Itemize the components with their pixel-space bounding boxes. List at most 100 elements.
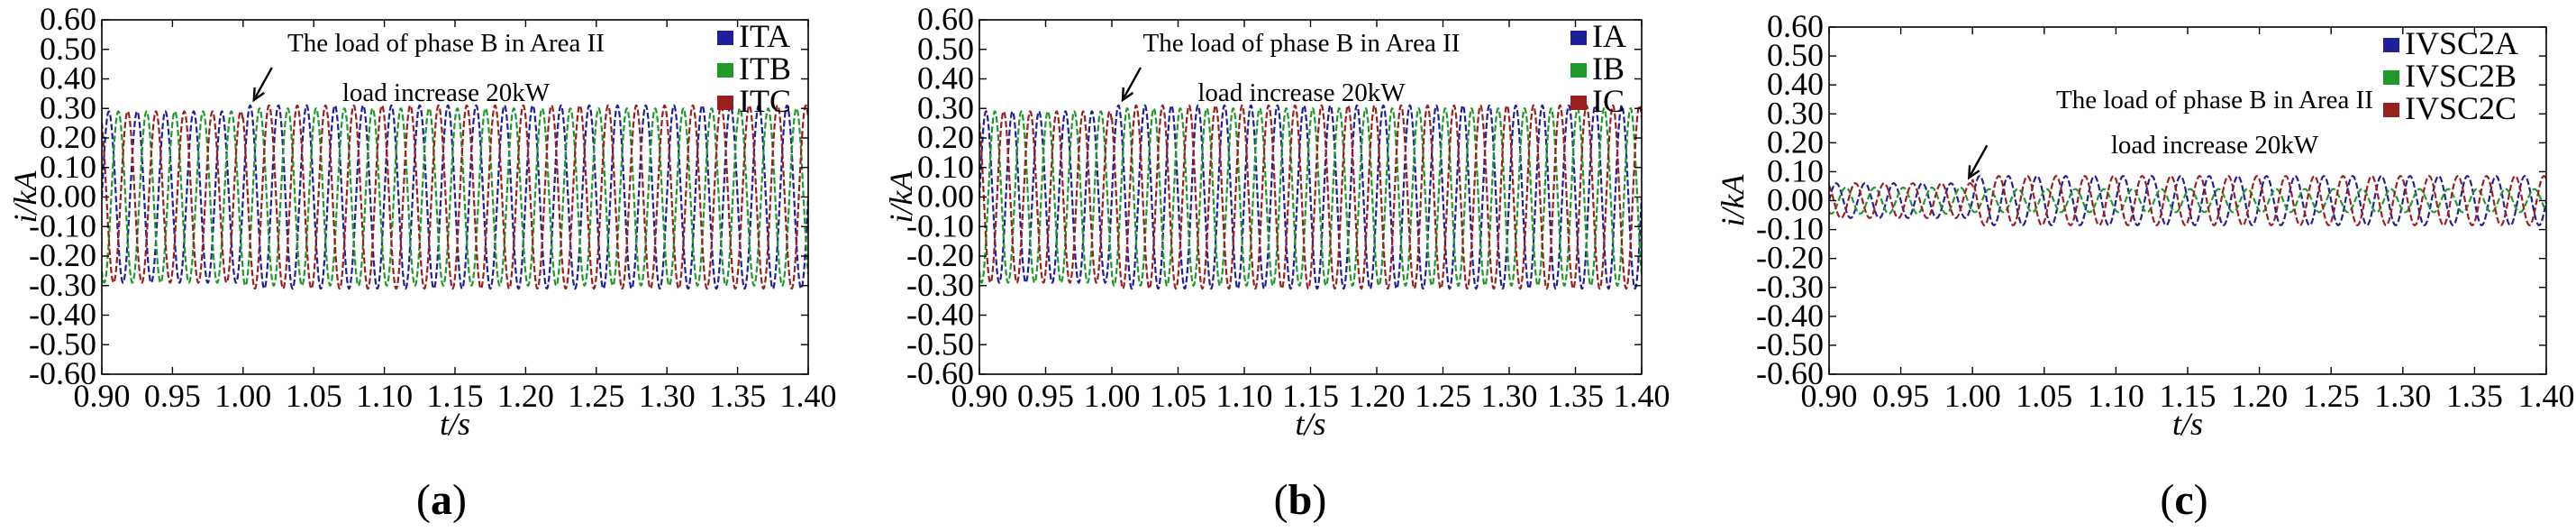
y-tick-label: 0.00 <box>1767 182 1824 218</box>
annotation-line-1: The load of phase B in Area II <box>287 29 605 58</box>
x-tick-label: 1.35 <box>2446 378 2503 414</box>
x-tick-label: 1.00 <box>1944 378 2001 414</box>
panel-label: (c) <box>2160 476 2207 524</box>
series-line-IC <box>979 104 1642 290</box>
y-tick-label: -0.50 <box>1756 326 1824 362</box>
x-tick-label: 0.95 <box>1017 378 1074 414</box>
y-tick-label: 0.20 <box>917 119 974 155</box>
panel-label: (b) <box>1274 476 1327 524</box>
x-tick-label: 1.05 <box>2016 378 2072 414</box>
y-tick-label: 0.00 <box>917 179 974 215</box>
x-tick-label: 1.20 <box>2231 378 2288 414</box>
y-tick-label: 0.50 <box>1767 37 1824 73</box>
y-tick-label: 0.50 <box>40 31 96 67</box>
panel-label-letter: c <box>2174 476 2193 524</box>
series-group <box>979 104 1642 290</box>
panel-label-close: ) <box>452 476 467 524</box>
annotation-arrow-shaft <box>1968 144 1989 179</box>
x-tick-label: 1.30 <box>639 378 696 414</box>
x-tick-label: 1.40 <box>2518 378 2575 414</box>
y-tick-label: -0.20 <box>29 237 96 273</box>
legend-swatch <box>717 96 733 110</box>
annotation-line-1: The load of phase B in Area II <box>2056 86 2373 115</box>
series-line-IVSC2C <box>1829 175 2546 226</box>
y-tick-label: 0.40 <box>917 60 974 96</box>
legend-label: IC <box>1592 83 1625 119</box>
series-line-IA <box>979 104 1642 290</box>
series-line-IVSC2A <box>1829 175 2546 226</box>
y-axis-label: i/kA <box>7 170 43 224</box>
series-line-ITC <box>102 104 808 290</box>
y-tick-label: 0.20 <box>1767 124 1824 160</box>
y-tick-label: 0.60 <box>1767 8 1824 44</box>
x-axis-label: t/s <box>440 406 470 442</box>
y-tick-label: 0.00 <box>40 179 96 215</box>
y-tick-label: -0.60 <box>1756 355 1824 391</box>
y-axis-label: i/kA <box>883 170 919 224</box>
panel-label-letter: a <box>431 476 452 524</box>
legend-label: ITA <box>739 18 790 54</box>
y-tick-label: 0.40 <box>40 60 96 96</box>
annotation-arrow-head <box>1121 87 1134 103</box>
x-tick-label: 1.15 <box>427 378 484 414</box>
panel-label-open: ( <box>1274 476 1288 524</box>
annotation-arrow-shaft <box>252 67 273 101</box>
x-tick-label: 1.40 <box>780 378 837 414</box>
panel-label-close: ) <box>2194 476 2208 524</box>
legend-label: IVSC2A <box>2405 25 2518 61</box>
y-tick-label: 0.60 <box>917 1 974 37</box>
annotation-line-2: load increase 20kW <box>342 78 551 107</box>
y-tick-label: 0.40 <box>1767 66 1824 102</box>
x-tick-label: 0.90 <box>951 378 1008 414</box>
y-tick-label: -0.20 <box>1756 240 1824 276</box>
y-tick-label: 0.30 <box>917 89 974 125</box>
panel-label-letter: b <box>1288 476 1313 524</box>
x-tick-label: 1.30 <box>2374 378 2431 414</box>
series-group <box>1829 175 2546 226</box>
y-tick-label: -0.40 <box>906 297 974 333</box>
legend-swatch <box>1570 63 1587 78</box>
annotation-arrow-shaft <box>1121 67 1142 101</box>
annotation-arrow-head <box>1967 165 1980 180</box>
legend-label: IVSC2C <box>2405 90 2517 126</box>
legend-label: IA <box>1592 18 1626 54</box>
y-tick-label: 0.20 <box>40 119 96 155</box>
chart-panel-c: 0.600.500.400.300.200.100.00-0.10-0.20-0… <box>1715 8 2575 524</box>
y-tick-label: -0.10 <box>906 207 974 243</box>
y-tick-label: -0.10 <box>1756 211 1824 247</box>
x-tick-label: 0.90 <box>74 378 131 414</box>
x-tick-label: 1.20 <box>1349 378 1406 414</box>
y-tick-label: -0.30 <box>1756 269 1824 305</box>
y-tick-label: -0.20 <box>906 237 974 273</box>
x-tick-label: 1.10 <box>2088 378 2144 414</box>
x-tick-label: 1.20 <box>497 378 554 414</box>
x-tick-label: 0.95 <box>1872 378 1929 414</box>
x-tick-label: 1.35 <box>1547 378 1604 414</box>
series-group <box>102 104 808 290</box>
x-tick-label: 1.25 <box>2303 378 2360 414</box>
legend-swatch <box>717 63 733 78</box>
x-axis-label: t/s <box>2172 406 2203 442</box>
y-tick-label: -0.40 <box>1756 298 1824 334</box>
chart-panel-a: 0.600.500.400.300.200.100.00-0.10-0.20-0… <box>7 1 837 524</box>
x-tick-label: 1.30 <box>1481 378 1538 414</box>
y-tick-label: 0.60 <box>40 1 96 37</box>
y-tick-label: -0.50 <box>29 326 96 362</box>
series-line-ITA <box>102 104 808 290</box>
x-axis-label: t/s <box>1295 406 1325 442</box>
x-tick-label: 1.10 <box>356 378 413 414</box>
y-tick-label: 0.30 <box>40 89 96 125</box>
legend-label: IVSC2B <box>2405 58 2517 94</box>
x-tick-label: 1.10 <box>1216 378 1273 414</box>
y-tick-label: -0.40 <box>29 297 96 333</box>
annotation-line-1: The load of phase B in Area II <box>1143 29 1461 58</box>
panel-label-open: ( <box>2160 476 2174 524</box>
x-tick-label: 1.40 <box>1614 378 1670 414</box>
y-tick-label: -0.50 <box>906 326 974 362</box>
annotation-line-2: load increase 20kW <box>1197 78 1406 107</box>
annotation-arrow-head <box>252 87 265 103</box>
chart-panel-b: 0.600.500.400.300.200.100.00-0.10-0.20-0… <box>883 1 1670 524</box>
y-tick-label: -0.60 <box>29 355 96 391</box>
y-axis-label: i/kA <box>1715 174 1751 227</box>
x-tick-label: 0.95 <box>144 378 201 414</box>
